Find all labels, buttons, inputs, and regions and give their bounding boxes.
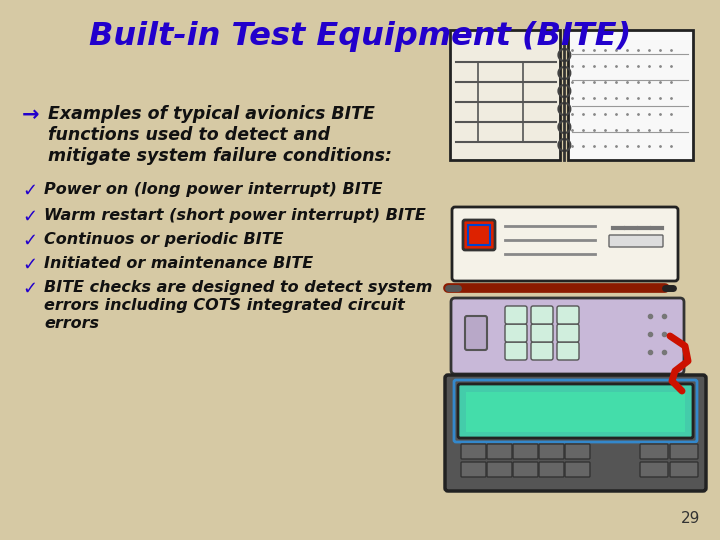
FancyBboxPatch shape bbox=[670, 462, 698, 477]
Text: Built-in Test Equipment (BITE): Built-in Test Equipment (BITE) bbox=[89, 22, 631, 52]
FancyBboxPatch shape bbox=[458, 384, 693, 438]
Text: ✓: ✓ bbox=[22, 208, 37, 226]
Text: Power on (long power interrupt) BITE: Power on (long power interrupt) BITE bbox=[44, 182, 382, 197]
FancyBboxPatch shape bbox=[468, 225, 490, 245]
Text: functions used to detect and: functions used to detect and bbox=[48, 126, 330, 144]
FancyBboxPatch shape bbox=[487, 462, 512, 477]
FancyBboxPatch shape bbox=[640, 462, 668, 477]
Text: 29: 29 bbox=[680, 511, 700, 526]
FancyBboxPatch shape bbox=[565, 444, 590, 459]
FancyBboxPatch shape bbox=[513, 444, 538, 459]
FancyBboxPatch shape bbox=[445, 375, 706, 491]
FancyBboxPatch shape bbox=[557, 342, 579, 360]
Text: errors including COTS integrated circuit: errors including COTS integrated circuit bbox=[44, 298, 405, 313]
FancyBboxPatch shape bbox=[531, 324, 553, 342]
FancyBboxPatch shape bbox=[513, 462, 538, 477]
FancyBboxPatch shape bbox=[505, 306, 527, 324]
FancyBboxPatch shape bbox=[452, 207, 678, 281]
Text: mitigate system failure conditions:: mitigate system failure conditions: bbox=[48, 147, 392, 165]
FancyBboxPatch shape bbox=[505, 342, 527, 360]
FancyBboxPatch shape bbox=[451, 298, 684, 374]
FancyBboxPatch shape bbox=[609, 235, 663, 247]
FancyBboxPatch shape bbox=[463, 220, 495, 250]
Text: ✓: ✓ bbox=[22, 256, 37, 274]
FancyBboxPatch shape bbox=[466, 392, 685, 432]
Text: ✓: ✓ bbox=[22, 232, 37, 250]
Text: →: → bbox=[22, 105, 40, 125]
Text: Examples of typical avionics BITE: Examples of typical avionics BITE bbox=[48, 105, 375, 123]
FancyBboxPatch shape bbox=[557, 306, 579, 324]
FancyBboxPatch shape bbox=[568, 30, 693, 160]
FancyBboxPatch shape bbox=[539, 444, 564, 459]
FancyBboxPatch shape bbox=[640, 444, 668, 459]
Text: errors: errors bbox=[44, 316, 99, 331]
FancyBboxPatch shape bbox=[487, 444, 512, 459]
FancyBboxPatch shape bbox=[465, 316, 487, 350]
Text: ✓: ✓ bbox=[22, 182, 37, 200]
Text: BITE checks are designed to detect system: BITE checks are designed to detect syste… bbox=[44, 280, 433, 295]
FancyBboxPatch shape bbox=[505, 324, 527, 342]
FancyBboxPatch shape bbox=[539, 462, 564, 477]
FancyBboxPatch shape bbox=[461, 444, 486, 459]
FancyBboxPatch shape bbox=[461, 462, 486, 477]
Text: Continuos or periodic BITE: Continuos or periodic BITE bbox=[44, 232, 284, 247]
FancyBboxPatch shape bbox=[450, 30, 560, 160]
Text: ✓: ✓ bbox=[22, 280, 37, 298]
FancyBboxPatch shape bbox=[670, 444, 698, 459]
FancyBboxPatch shape bbox=[531, 342, 553, 360]
FancyBboxPatch shape bbox=[531, 306, 553, 324]
FancyBboxPatch shape bbox=[565, 462, 590, 477]
Text: Initiated or maintenance BITE: Initiated or maintenance BITE bbox=[44, 256, 313, 271]
FancyBboxPatch shape bbox=[557, 324, 579, 342]
Text: Warm restart (short power interrupt) BITE: Warm restart (short power interrupt) BIT… bbox=[44, 208, 426, 223]
